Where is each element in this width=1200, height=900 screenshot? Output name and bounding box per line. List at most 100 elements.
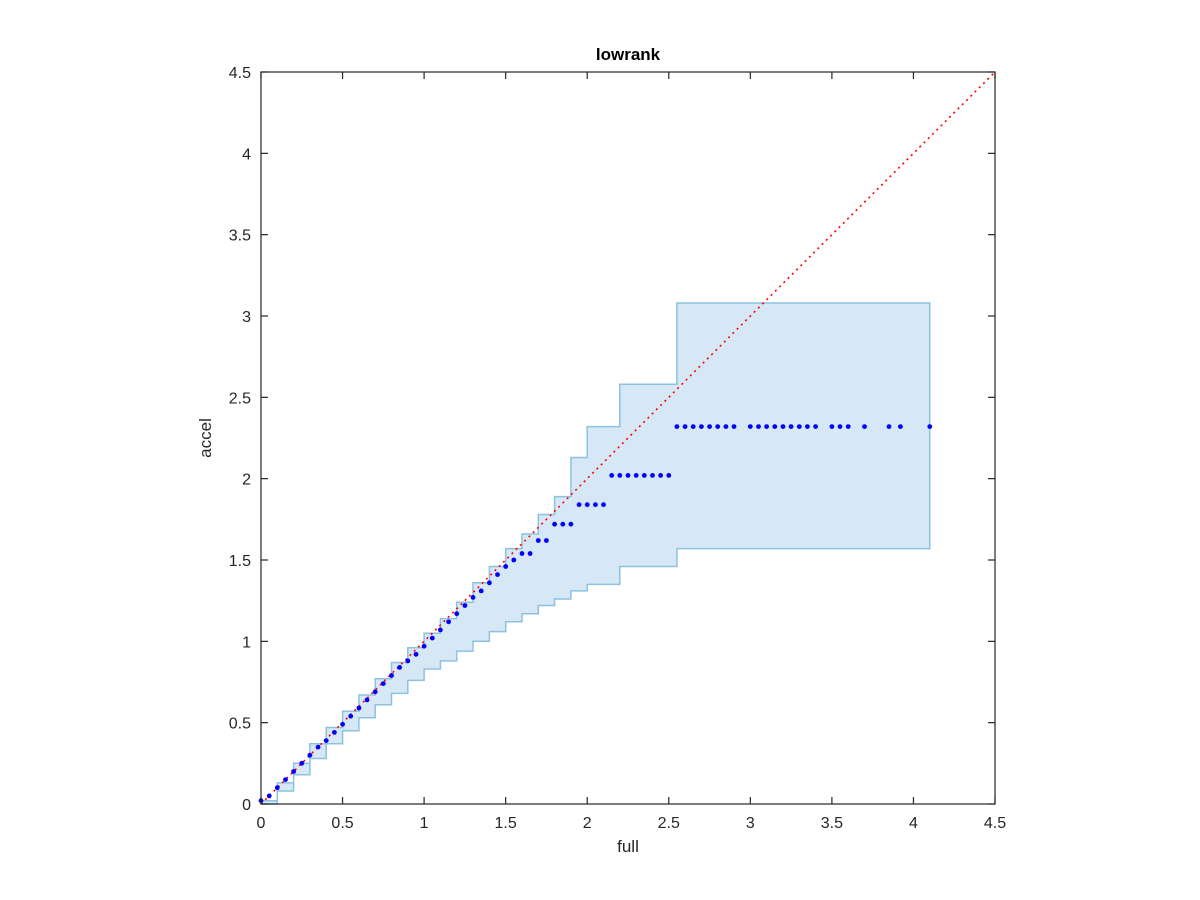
data-point xyxy=(886,424,892,429)
y-tick-label: 1.5 xyxy=(229,553,251,570)
y-tick-label: 2.5 xyxy=(229,390,251,407)
data-point xyxy=(454,611,460,617)
data-point xyxy=(780,424,786,429)
data-point xyxy=(511,557,517,563)
data-point xyxy=(641,473,647,478)
data-point xyxy=(593,502,598,508)
data-point xyxy=(690,424,696,429)
y-tick-label: 4 xyxy=(242,146,251,163)
data-point xyxy=(429,635,435,641)
data-point xyxy=(372,689,378,695)
x-tick-label: 0.5 xyxy=(331,815,353,832)
data-point xyxy=(389,673,394,678)
x-tick-label: 4.5 xyxy=(984,815,1006,832)
y-tick-label: 4.5 xyxy=(229,65,251,82)
data-point xyxy=(283,777,288,782)
data-point xyxy=(478,588,484,594)
data-point xyxy=(674,424,680,429)
y-tick-label: 1 xyxy=(242,634,251,651)
data-point xyxy=(862,424,867,429)
data-point xyxy=(348,713,354,719)
x-tick-label: 2.5 xyxy=(658,815,680,832)
data-point xyxy=(813,424,818,429)
data-point xyxy=(796,424,802,429)
data-point xyxy=(291,769,296,774)
data-point xyxy=(299,760,305,766)
y-tick-label: 0.5 xyxy=(229,716,251,733)
y-axis-ticks: 0 0.5 1 1.5 2 2.5 3 3.5 4 4.5 xyxy=(229,65,995,814)
data-point xyxy=(747,424,753,429)
data-point xyxy=(405,658,411,664)
x-axis-label: full xyxy=(617,837,639,856)
data-point xyxy=(584,502,590,508)
data-point xyxy=(503,564,509,569)
data-point xyxy=(650,473,655,478)
x-tick-label: 3.5 xyxy=(821,815,843,832)
data-point xyxy=(380,681,386,686)
data-point xyxy=(666,473,672,478)
x-tick-label: 1 xyxy=(420,815,429,832)
data-point xyxy=(560,521,566,527)
axes-frame xyxy=(260,71,996,805)
y-tick-label: 2 xyxy=(242,472,251,489)
data-point xyxy=(495,572,500,577)
data-point xyxy=(699,424,704,429)
data-point xyxy=(421,643,427,649)
data-point xyxy=(544,538,549,543)
data-point xyxy=(707,424,712,429)
data-point xyxy=(625,473,631,478)
x-tick-label: 1.5 xyxy=(495,815,517,832)
data-point xyxy=(617,473,623,478)
data-point xyxy=(364,697,370,703)
data-point xyxy=(332,730,337,735)
data-point xyxy=(927,424,933,429)
data-point xyxy=(438,627,443,633)
data-point xyxy=(356,705,362,711)
data-point xyxy=(340,721,345,727)
y-tick-label: 0 xyxy=(242,797,251,814)
data-point xyxy=(829,424,835,429)
data-point xyxy=(552,521,557,527)
data-point xyxy=(715,424,721,429)
data-point xyxy=(307,752,313,758)
x-tick-label: 0 xyxy=(257,815,266,832)
data-points xyxy=(258,424,933,804)
data-point xyxy=(601,502,606,508)
plot-area: 0 0.5 1 1.5 2 2.5 3 3.5 4 4.5 0 0.5 1 1.5 2 2.5 3 3.5 4 4.… xyxy=(229,65,1006,832)
data-point xyxy=(397,665,402,670)
data-point xyxy=(633,473,639,478)
data-point xyxy=(527,551,533,556)
x-tick-label: 4 xyxy=(909,815,918,832)
data-point xyxy=(682,424,688,429)
data-point xyxy=(413,651,419,657)
data-point xyxy=(315,744,321,750)
data-point xyxy=(731,424,737,429)
data-point xyxy=(274,785,280,791)
data-point xyxy=(487,580,492,586)
data-point xyxy=(535,538,541,543)
data-point xyxy=(658,473,663,478)
data-point xyxy=(462,603,468,608)
data-point xyxy=(568,521,574,527)
data-point xyxy=(576,502,582,508)
x-axis-ticks: 0 0.5 1 1.5 2 2.5 3 3.5 4 4.5 xyxy=(257,72,1006,832)
data-point xyxy=(266,793,272,799)
y-axis-label: accel xyxy=(196,418,215,458)
data-point xyxy=(772,424,778,429)
x-tick-label: 2 xyxy=(583,815,592,832)
data-point xyxy=(723,424,729,429)
data-point xyxy=(898,424,903,429)
data-point xyxy=(609,473,615,478)
data-point xyxy=(788,424,794,429)
data-point xyxy=(805,424,810,429)
data-point xyxy=(845,424,851,429)
data-point xyxy=(756,424,761,429)
data-point xyxy=(837,424,843,429)
chart-title: lowrank xyxy=(596,45,661,64)
y-tick-label: 3.5 xyxy=(229,228,251,245)
y-tick-label: 3 xyxy=(242,309,251,326)
data-point xyxy=(446,619,451,625)
data-point xyxy=(323,738,329,743)
data-point xyxy=(764,424,769,429)
